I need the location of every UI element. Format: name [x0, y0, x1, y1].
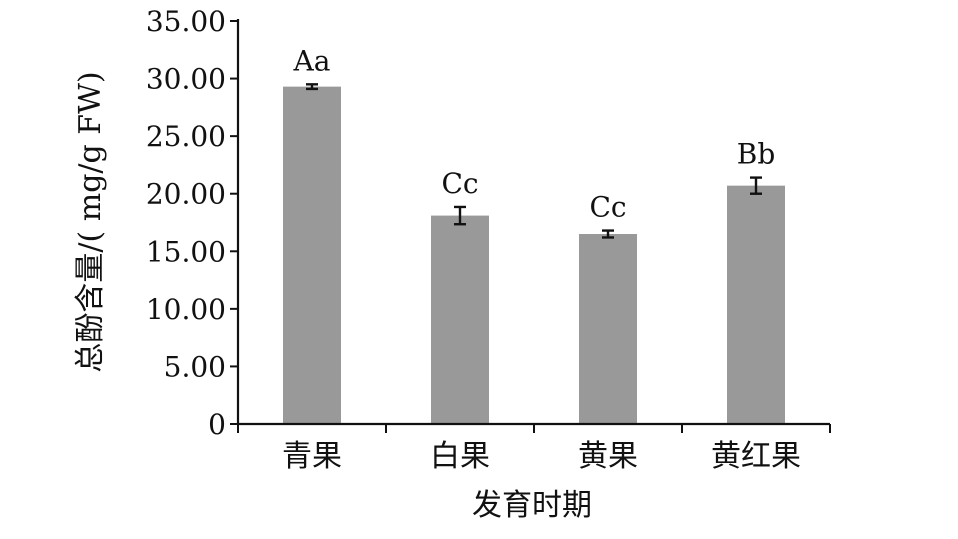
- significance-label: Bb: [737, 138, 776, 171]
- y-tick-label: 5.00: [164, 350, 226, 383]
- x-axis-title: 发育时期: [472, 488, 592, 523]
- y-ticks-layer: 0 5.00 10.00 15.00 20.00 25.00 30.00 35.00: [146, 5, 238, 441]
- y-tick-label: 10.00: [146, 293, 226, 326]
- y-tick-label: 25.00: [146, 120, 226, 153]
- bar: [727, 185, 785, 424]
- significance-label: Cc: [441, 167, 478, 200]
- bar: [431, 215, 489, 424]
- x-ticks-layer: 青果 白果 黄果 黄红果: [237, 424, 831, 474]
- y-tick-label: 15.00: [146, 235, 226, 268]
- bar: [579, 234, 637, 424]
- y-tick-label: 30.00: [146, 63, 226, 96]
- y-tick-label: 0: [208, 408, 226, 441]
- significance-labels-layer: Aa Cc Cc Bb: [293, 44, 776, 223]
- y-tick-label: 35.00: [146, 5, 226, 38]
- x-category-label: 白果: [430, 439, 490, 474]
- error-bars-layer: [306, 83, 762, 239]
- x-category-label: 黄红果: [711, 439, 801, 474]
- bars-layer: [283, 86, 785, 424]
- significance-label: Aa: [293, 44, 331, 77]
- significance-label: Cc: [589, 191, 626, 224]
- y-tick-label: 20.00: [146, 178, 226, 211]
- x-category-label: 黄果: [578, 439, 638, 474]
- x-category-label: 青果: [282, 439, 342, 474]
- bar: [283, 86, 341, 424]
- y-axis-title: 总酚含量/( mg/g FW): [73, 71, 108, 372]
